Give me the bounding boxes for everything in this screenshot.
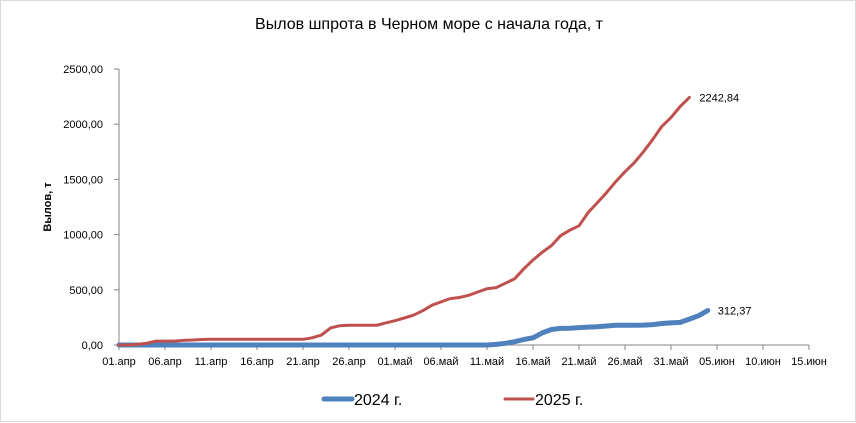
x-tick-label: 11.май bbox=[470, 356, 504, 368]
x-tick-label: 26.апр bbox=[332, 356, 365, 368]
x-tick-label: 01.апр bbox=[102, 356, 135, 368]
legend-label: 2025 г. bbox=[535, 392, 583, 409]
y-tick-label: 1000,00 bbox=[63, 230, 103, 242]
x-axis-ticks: 01.апр 06.апр 11.апр 16.апр 21.апр 26.апр 01.м… bbox=[102, 345, 827, 368]
series-end-label: 312,37 bbox=[718, 306, 752, 318]
x-tick-label: 16.апр bbox=[240, 356, 273, 368]
series-lines bbox=[116, 95, 711, 348]
x-tick-label: 21.апр bbox=[286, 356, 319, 368]
data-labels: 312,37 2242,84 bbox=[699, 92, 751, 317]
legend-label: 2024 г. bbox=[354, 392, 402, 409]
x-tick-label: 16.май bbox=[515, 356, 550, 368]
x-tick-label: 15.июн bbox=[791, 356, 827, 368]
x-tick-label: 21.май bbox=[561, 356, 596, 368]
x-tick-label: 06.апр bbox=[148, 356, 181, 368]
y-tick-label: 1500,00 bbox=[63, 174, 103, 186]
x-tick-label: 26.май bbox=[607, 356, 642, 368]
y-tick-label: 2500,00 bbox=[63, 64, 103, 76]
y-tick-label: 0,00 bbox=[82, 340, 103, 352]
x-tick-label: 31.май bbox=[653, 356, 688, 368]
series-end-label: 2242,84 bbox=[699, 92, 739, 104]
y-axis-ticks: 0,00 500,00 1000,00 1500,00 2000,00 2500,00 bbox=[63, 64, 119, 352]
x-tick-label: 10.июн bbox=[745, 356, 781, 368]
series-line-2 bbox=[117, 95, 691, 347]
x-tick-label: 06.май bbox=[423, 356, 458, 368]
legend: 2024 г. 2025 г. bbox=[321, 392, 583, 409]
chart-title: Вылов шпрота в Черном море с начала года… bbox=[255, 16, 604, 33]
x-tick-label: 11.апр bbox=[195, 356, 228, 368]
y-tick-label: 500,00 bbox=[69, 285, 103, 297]
series-line-1 bbox=[116, 308, 711, 348]
x-tick-label: 01.май bbox=[377, 356, 412, 368]
x-tick-label: 05.июн bbox=[699, 356, 735, 368]
y-tick-label: 2000,00 bbox=[63, 119, 103, 131]
y-axis-label: Вылов, т bbox=[42, 182, 54, 232]
